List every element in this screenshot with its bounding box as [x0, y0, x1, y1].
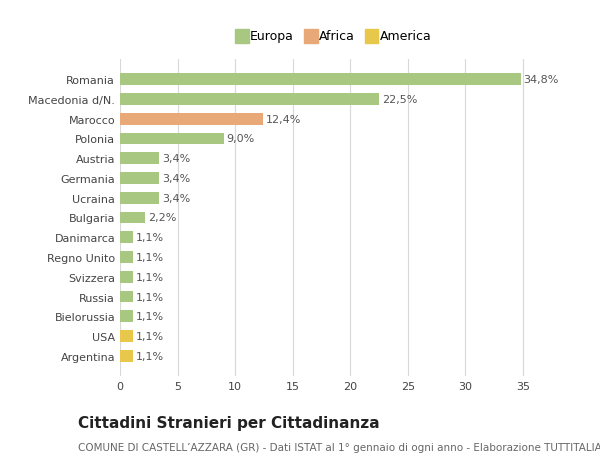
Text: Cittadini Stranieri per Cittadinanza: Cittadini Stranieri per Cittadinanza	[78, 415, 380, 431]
Text: 1,1%: 1,1%	[136, 292, 164, 302]
Text: COMUNE DI CASTELL’AZZARA (GR) - Dati ISTAT al 1° gennaio di ogni anno - Elaboraz: COMUNE DI CASTELL’AZZARA (GR) - Dati IST…	[78, 442, 600, 452]
Bar	[120, 74, 521, 86]
Text: 1,1%: 1,1%	[136, 331, 164, 341]
Legend: Europa, Africa, America: Europa, Africa, America	[230, 25, 436, 48]
Text: 1,1%: 1,1%	[136, 252, 164, 263]
Bar	[120, 192, 159, 204]
Bar	[120, 311, 133, 323]
Text: 12,4%: 12,4%	[266, 114, 301, 124]
Bar	[120, 133, 224, 145]
Bar	[120, 153, 159, 165]
Text: 3,4%: 3,4%	[162, 193, 190, 203]
Bar	[120, 350, 133, 362]
Text: 1,1%: 1,1%	[136, 272, 164, 282]
Text: 1,1%: 1,1%	[136, 233, 164, 243]
Bar	[120, 252, 133, 263]
Bar	[120, 113, 263, 125]
Text: 3,4%: 3,4%	[162, 174, 190, 184]
Text: 1,1%: 1,1%	[136, 312, 164, 322]
Bar	[120, 330, 133, 342]
Text: 1,1%: 1,1%	[136, 351, 164, 361]
Bar	[120, 291, 133, 303]
Text: 22,5%: 22,5%	[382, 95, 418, 105]
Bar	[120, 271, 133, 283]
Text: 3,4%: 3,4%	[162, 154, 190, 164]
Bar	[120, 232, 133, 244]
Text: 34,8%: 34,8%	[524, 75, 559, 85]
Bar	[120, 94, 379, 106]
Text: 9,0%: 9,0%	[227, 134, 255, 144]
Bar	[120, 173, 159, 185]
Text: 2,2%: 2,2%	[148, 213, 176, 223]
Bar	[120, 212, 145, 224]
